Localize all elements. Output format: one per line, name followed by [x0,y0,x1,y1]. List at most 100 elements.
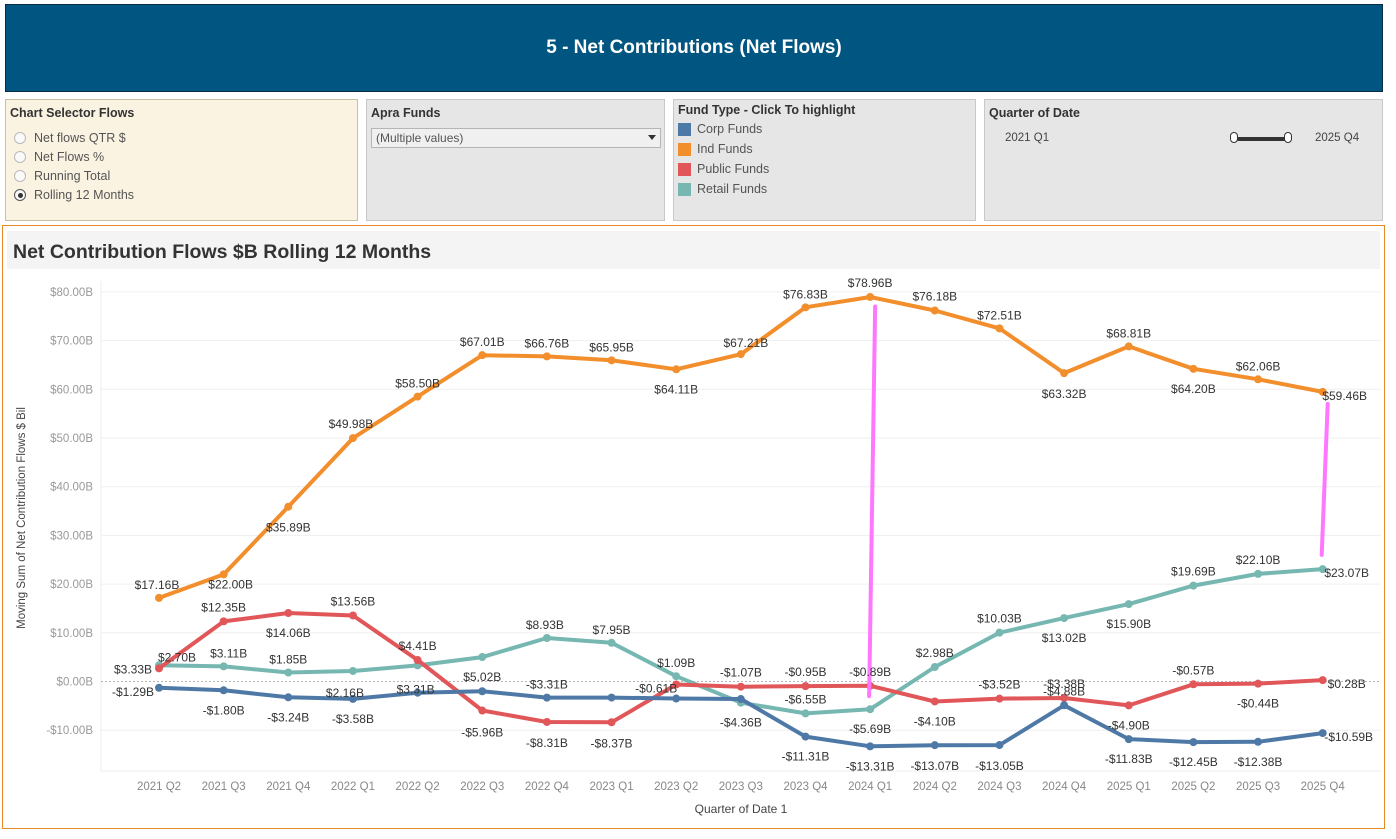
y-tick-label: $0.00B [57,677,94,689]
y-tick-label: $60.00B [50,384,93,396]
legend-item-corp-funds[interactable]: Corp Funds [678,122,762,136]
data-label-ind-funds: $64.20B [1171,382,1216,396]
data-label-retail-funds: $22.10B [1236,553,1281,567]
data-label-public-funds: -$0.61B [635,681,677,695]
data-label-corp-funds: -$1.80B [203,703,245,717]
data-label-corp-funds: -$11.83B [1105,752,1153,766]
data-point-ind-funds [1060,369,1069,378]
data-label-retail-funds: -$4.36B [720,716,762,730]
data-point-public-funds [155,664,163,673]
quarter-filter-title: Quarter of Date [989,106,1080,120]
data-point-retail-funds [801,709,810,718]
data-label-corp-funds: -$4.88B [1043,684,1085,698]
legend-item-ind-funds[interactable]: Ind Funds [678,142,753,156]
data-point-corp-funds [219,686,228,695]
data-point-corp-funds [1254,737,1263,746]
data-label-public-funds: -$1.07B [720,666,762,680]
apra-funds-dropdown[interactable]: (Multiple values) [371,128,661,148]
range-slider-start-handle[interactable] [1230,132,1238,143]
data-point-ind-funds [1124,342,1133,351]
data-label-corp-funds: -$3.24B [267,710,309,724]
y-tick-label: -$10.00B [46,725,93,737]
data-point-corp-funds [866,742,875,751]
data-label-public-funds: $12.35B [201,600,246,614]
chart-title-bar: Net Contribution Flows $B Rolling 12 Mon… [7,231,1380,269]
data-point-retail-funds [1318,565,1327,574]
data-label-public-funds: -$3.38B [1043,677,1085,691]
data-point-public-funds [1060,693,1069,702]
y-tick-label: $40.00B [50,482,93,494]
radio-net-flows-pct[interactable]: Net Flows % [14,150,104,164]
data-label-retail-funds: $2.16B [326,686,364,700]
x-tick-label: 2023 Q1 [589,781,633,793]
radio-button[interactable] [14,132,26,144]
data-label-public-funds: $4.41B [399,639,437,653]
data-point-retail-funds [995,628,1004,637]
y-tick-label: $50.00B [50,433,93,445]
data-label-ind-funds: $58.50B [395,377,440,391]
data-label-retail-funds: $10.03B [977,612,1022,626]
radio-button[interactable] [14,170,26,182]
radio-button[interactable] [14,151,26,163]
data-label-retail-funds: $8.93B [526,618,564,632]
radio-rolling-12-months[interactable]: Rolling 12 Months [14,188,134,202]
data-label-public-funds: $0.28B [1328,677,1366,691]
data-point-ind-funds [866,292,875,301]
data-label-retail-funds: $1.85B [269,652,307,666]
y-axis-title: Moving Sum of Net Contribution Flows $ B… [16,407,28,629]
data-point-corp-funds [284,693,293,702]
radio-label: Net Flows % [34,150,105,164]
data-point-corp-funds [930,741,939,750]
data-point-retail-funds [1254,569,1263,578]
data-label-retail-funds: $3.11B [210,646,247,660]
radio-running-total[interactable]: Running Total [14,169,110,183]
data-point-corp-funds [1318,729,1327,738]
data-label-retail-funds: $23.07B [1324,566,1369,580]
data-point-corp-funds [995,741,1004,750]
data-point-public-funds [1254,679,1263,688]
chart-selector-title: Chart Selector Flows [10,106,135,120]
data-point-ind-funds [284,502,293,511]
data-label-ind-funds: $65.95B [589,340,634,354]
legend-item-retail-funds[interactable]: Retail Funds [678,182,767,196]
data-label-corp-funds: -$3.31B [526,678,568,692]
data-label-retail-funds: -$6.55B [784,692,826,706]
data-label-public-funds: -$3.52B [978,678,1020,692]
data-point-retail-funds [219,662,228,671]
data-label-ind-funds: $78.96B [848,276,893,290]
line-chart: $17.16B $22.00B $35.89B $49.98B $58.50B $67.0… [16,276,1381,816]
fund-type-title: Fund Type - Click To highlight [678,103,856,117]
chart-selector-panel: Chart Selector Flows Net flows QTR $ Net… [5,99,358,221]
data-label-public-funds: -$8.31B [526,736,568,750]
dashboard-header: 5 - Net Contributions (Net Flows) [5,4,1383,92]
data-label-ind-funds: $63.32B [1042,387,1087,401]
data-point-ind-funds [1189,364,1198,373]
apra-funds-panel: Apra Funds (Multiple values) [366,99,665,221]
apra-funds-value: (Multiple values) [376,131,464,145]
annotation-layer [867,304,1330,699]
data-point-retail-funds [866,705,875,714]
data-label-ind-funds: $62.06B [1236,359,1281,373]
chart-title: Net Contribution Flows $B Rolling 12 Mon… [13,241,432,263]
x-tick-label: 2021 Q4 [266,781,311,793]
data-point-public-funds [995,694,1004,703]
x-tick-label: 2021 Q3 [202,781,246,793]
x-tick-label: 2024 Q1 [848,781,892,793]
range-start-label: 2021 Q1 [1005,132,1050,144]
dashboard-title: 5 - Net Contributions (Net Flows) [546,37,842,58]
range-slider-end-handle[interactable] [1284,132,1292,143]
legend-item-public-funds[interactable]: Public Funds [678,162,769,176]
x-tick-label: 2025 Q1 [1107,781,1151,793]
data-point-corp-funds [1124,735,1133,744]
range-slider-track[interactable] [1234,137,1289,141]
data-point-public-funds [607,718,616,727]
radio-button-selected[interactable] [14,189,26,201]
data-point-retail-funds [284,668,293,677]
grid-layer [100,281,1381,772]
data-point-public-funds [542,717,551,726]
data-label-ind-funds: $22.00B [208,577,253,591]
data-label-public-funds: -$5.96B [461,726,503,740]
radio-net-flows-qtr[interactable]: Net flows QTR $ [14,131,126,145]
legend-swatch [678,142,691,156]
x-tick-label: 2021 Q2 [137,781,181,793]
